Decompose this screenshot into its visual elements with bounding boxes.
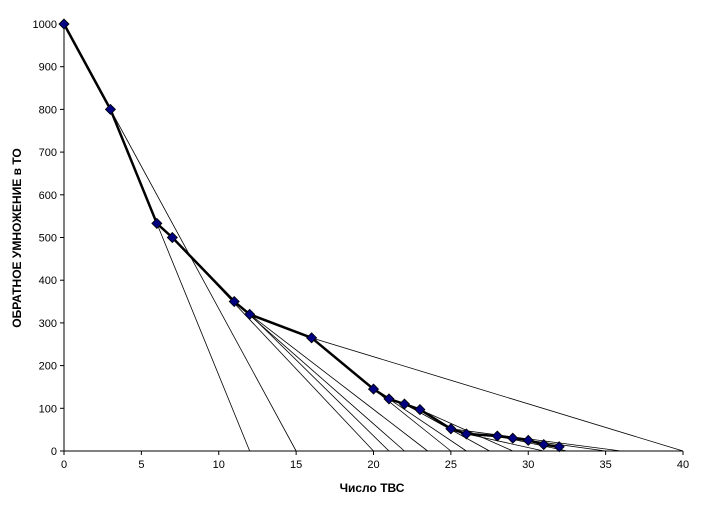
data-point — [58, 18, 70, 30]
x-ticks: 0 5 10 15 20 25 30 35 40 — [61, 451, 689, 471]
data-markers — [58, 18, 565, 453]
y-axis-title: ОБРАТНОЕ УМНОЖЕНИЕ в ТО — [10, 148, 24, 328]
data-point — [414, 404, 426, 416]
extrapolation-line — [311, 337, 684, 452]
data-point — [151, 217, 163, 229]
y-tick-label: 600 — [39, 190, 57, 202]
series-line — [62, 23, 560, 448]
y-tick-label: 800 — [39, 104, 57, 116]
x-tick-label: 5 — [138, 459, 144, 471]
y-tick-label: 700 — [39, 147, 57, 159]
y-tick-label: 1000 — [33, 19, 57, 31]
extrapolation-line — [466, 433, 544, 452]
extrapolation-line — [249, 314, 428, 452]
x-tick-label: 0 — [61, 459, 67, 471]
data-point — [445, 423, 457, 435]
x-axis-title: Число ТВС — [340, 481, 405, 495]
extrapolation-lines — [110, 109, 684, 452]
data-point — [398, 398, 411, 410]
y-tick-label: 200 — [39, 361, 57, 373]
y-tick-label: 0 — [51, 446, 57, 458]
x-tick-label: 20 — [367, 459, 379, 471]
x-tick-label: 30 — [522, 459, 534, 471]
extrapolation-line — [450, 428, 622, 452]
data-point — [491, 430, 503, 442]
extrapolation-line — [110, 109, 297, 452]
data-point — [367, 383, 380, 395]
extrapolation-line — [388, 398, 467, 452]
y-tick-label: 300 — [39, 318, 57, 330]
data-point — [383, 393, 395, 405]
y-tick-label: 500 — [39, 233, 57, 245]
x-tick-label: 40 — [677, 459, 689, 471]
data-point — [538, 439, 550, 451]
x-tick-label: 35 — [600, 459, 612, 471]
data-point — [244, 308, 256, 320]
data-point — [507, 432, 519, 444]
y-tick-label: 100 — [39, 403, 57, 415]
data-point — [166, 231, 178, 244]
y-tick-label: 900 — [39, 62, 57, 74]
x-tick-label: 15 — [290, 459, 302, 471]
extrapolation-line — [156, 223, 251, 452]
y-tick-label: 400 — [39, 275, 57, 287]
data-point — [104, 103, 116, 115]
extrapolation-line — [249, 314, 390, 452]
x-tick-label: 10 — [213, 459, 225, 471]
data-point — [460, 428, 472, 440]
data-curve — [62, 23, 560, 448]
x-tick-label: 25 — [445, 459, 457, 471]
data-point — [306, 332, 318, 344]
data-point — [228, 295, 240, 308]
data-point — [522, 434, 534, 446]
y-ticks: 0 100 200 300 400 500 600 700 800 900 1000 — [33, 19, 64, 458]
data-point — [553, 441, 565, 453]
